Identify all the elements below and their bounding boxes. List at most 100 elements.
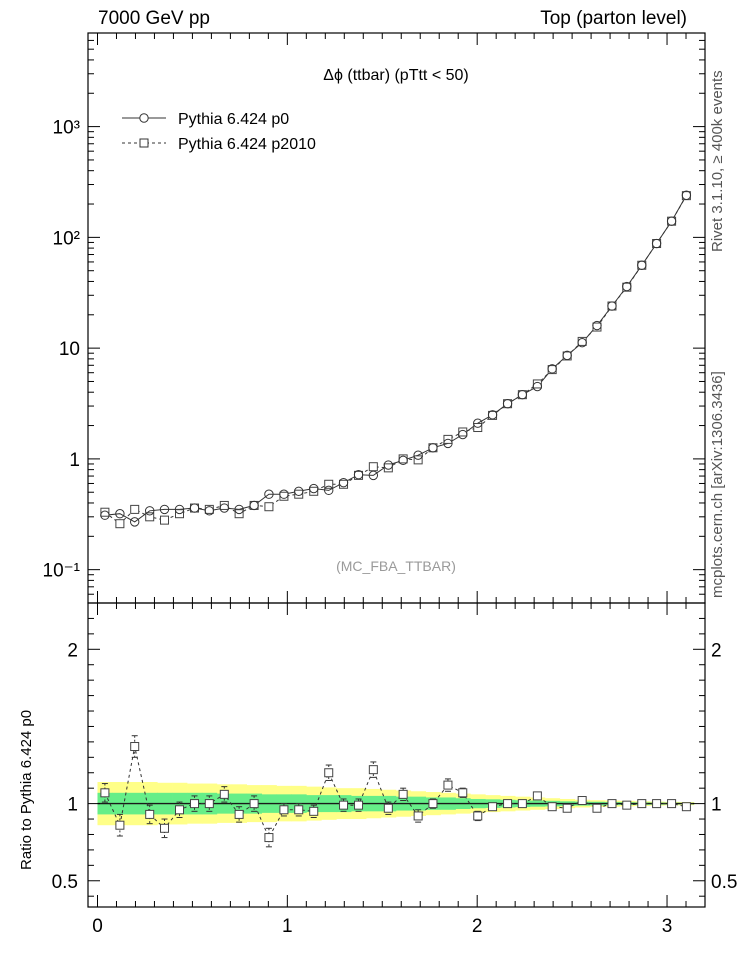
ratio-point-p2010 [577, 796, 587, 806]
point-p0 [651, 238, 662, 249]
ratio-point-p2010 [234, 809, 244, 819]
point-p0 [324, 485, 334, 496]
ratio-point-p2010 [354, 800, 364, 810]
point-p2010 [100, 507, 110, 517]
ratio-point-p2010 [160, 823, 170, 833]
point-p0 [338, 477, 349, 488]
mcplots-label: mcplots.cern.ch [arXiv:1306.3436] [709, 371, 726, 598]
point-p0 [130, 517, 140, 527]
header-process: Top (parton level) [540, 8, 687, 29]
point-p0 [100, 510, 110, 520]
ratio-y-tick-label-right: 0.5 [711, 872, 737, 893]
point-p0 [249, 500, 259, 511]
point-p0 [487, 410, 498, 420]
point-p2010 [130, 504, 140, 514]
ratio-point-p2010 [473, 811, 483, 821]
ratio-point-p2010 [383, 803, 393, 813]
point-p0 [115, 509, 125, 519]
point-p0 [309, 483, 319, 494]
header-energy: 7000 GeV pp [98, 8, 210, 29]
point-p0 [681, 190, 692, 200]
ratio-y-tick-label: 0.5 [52, 872, 78, 893]
point-p0 [622, 281, 632, 292]
ratio-y-tick-label: 1 [67, 795, 78, 816]
point-p0 [279, 489, 289, 499]
rivet-label: Rivet 3.1.10, ≥ 400k events [709, 70, 726, 252]
point-p0 [562, 350, 572, 361]
ratio-point-p2010 [637, 799, 647, 809]
point-p2010 [264, 502, 274, 512]
ratio-point-p2010 [294, 805, 304, 815]
ratio-point-p2010 [264, 833, 274, 843]
point-p0 [413, 450, 423, 460]
x-tick-label: 0 [92, 916, 103, 937]
y-tick-label: 10⁻¹ [43, 561, 81, 582]
ratio-point-p2010 [309, 806, 319, 816]
ratio-point-p2010 [547, 802, 557, 812]
point-p2010 [383, 463, 393, 473]
ratio-point-p2010 [503, 799, 513, 809]
legend-marker-circle [139, 113, 149, 123]
point-p0 [532, 381, 543, 392]
point-p0 [547, 364, 557, 374]
point-p2010 [294, 489, 304, 499]
point-p2010 [279, 491, 289, 501]
point-p2010 [219, 500, 229, 510]
ratio-point-p2010 [145, 809, 155, 819]
ratio-point-p2010 [413, 811, 423, 821]
ratio-point-p2010 [622, 800, 632, 810]
ratio-y-tick-label-right: 2 [711, 640, 722, 661]
y-tick-label: 1 [69, 450, 80, 471]
point-p0 [174, 504, 185, 515]
point-p0 [145, 506, 155, 516]
series-line-p2010 [104, 195, 687, 525]
y-tick-label: 10 [59, 339, 80, 360]
ratio-point-p2010 [249, 799, 259, 809]
point-p0 [234, 504, 244, 515]
point-p0 [443, 438, 453, 449]
point-p0 [428, 443, 438, 453]
chart-title: Δϕ (ttbar) (pTtt < 50) [323, 67, 468, 84]
point-p2010 [115, 519, 125, 529]
point-p0 [368, 470, 379, 481]
ratio-y-axis-label: Ratio to Pythia 6.424 p0 [18, 709, 35, 870]
legend-label: Pythia 6.424 p0 [178, 111, 289, 128]
ratio-plot-frame [87, 602, 706, 908]
point-p0 [577, 337, 587, 348]
ratio-point-p2010 [115, 820, 125, 830]
ratio-point-p2010 [398, 789, 408, 799]
ratio-point-p2010 [428, 799, 438, 809]
point-p2010 [532, 379, 542, 389]
point-p2010 [458, 427, 468, 437]
point-p0 [592, 320, 602, 331]
ratio-line-p2010 [104, 746, 687, 839]
point-p0 [204, 506, 215, 516]
ratio-point-p2010 [368, 765, 378, 775]
x-tick-label: 3 [662, 916, 673, 937]
point-p0 [189, 503, 200, 513]
point-p0 [353, 469, 364, 480]
ratio-point-p2010 [443, 780, 453, 790]
point-p0 [294, 486, 304, 496]
ratio-y-tick-label: 2 [67, 640, 78, 661]
ratio-point-p2010 [219, 789, 229, 799]
point-p0 [219, 503, 230, 513]
point-p0 [159, 504, 170, 515]
ratio-point-p2010 [100, 788, 110, 798]
y-tick-label: 10² [53, 228, 80, 249]
legend-label: Pythia 6.424 p2010 [178, 136, 316, 153]
point-p0 [637, 260, 647, 270]
y-tick-label: 10³ [53, 118, 80, 139]
point-p2010 [324, 479, 334, 489]
x-tick-label: 1 [282, 916, 293, 937]
analysis-watermark: (MC_FBA_TTBAR) [336, 558, 456, 574]
ratio-point-p2010 [488, 802, 498, 812]
ratio-point-p2010 [607, 799, 617, 809]
ratio-point-p2010 [324, 768, 334, 778]
ratio-point-p2010 [562, 803, 572, 813]
ratio-point-p2010 [175, 805, 185, 815]
point-p2010 [309, 486, 319, 496]
point-p0 [473, 418, 483, 428]
ratio-point-p2010 [532, 791, 542, 801]
